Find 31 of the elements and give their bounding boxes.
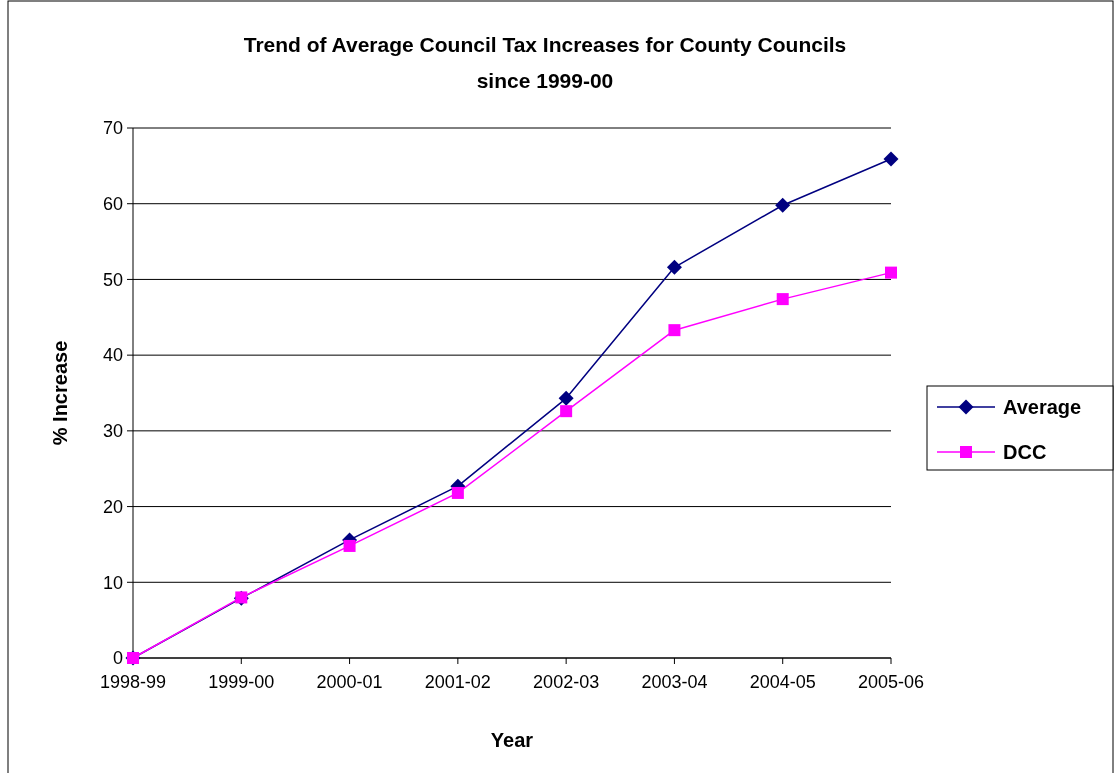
x-tick-label: 2002-03 xyxy=(533,672,600,692)
point xyxy=(776,293,789,306)
point xyxy=(668,324,681,337)
x-tick-label: 2003-04 xyxy=(641,672,708,692)
point xyxy=(885,266,897,279)
point xyxy=(666,259,682,275)
x-tick-label: 2005-06 xyxy=(857,672,925,692)
x-tick-label: 2004-05 xyxy=(749,672,816,692)
point xyxy=(560,405,573,418)
y-tick-label: 40 xyxy=(102,345,123,366)
x-tick-label: 1998-99 xyxy=(99,672,167,692)
y-tick-label: 20 xyxy=(102,496,123,517)
point xyxy=(775,197,791,213)
legend-label: DCC xyxy=(1003,441,1047,463)
point xyxy=(343,539,356,552)
y-tick-label: 30 xyxy=(102,421,123,442)
point xyxy=(883,151,899,167)
y-tick-label: 0 xyxy=(112,648,123,669)
y-tick-label: 10 xyxy=(102,572,123,593)
x-tick-label: 2001-02 xyxy=(424,672,491,692)
chart-title: Trend of Average Council Tax Increases for County Councils since 1999-00 xyxy=(243,33,847,92)
legend-label: Average xyxy=(1003,396,1082,418)
x-axis-title: Year xyxy=(490,729,534,751)
point xyxy=(558,390,574,406)
x-tick-label: 1999-00 xyxy=(208,672,275,692)
y-tick-label: 70 xyxy=(102,118,123,139)
x-tick-label: 2000-01 xyxy=(316,672,383,692)
y-axis-title: % Increase xyxy=(49,340,71,446)
point xyxy=(451,486,464,499)
y-tick-label: 50 xyxy=(102,269,123,290)
y-tick-label: 60 xyxy=(102,194,123,215)
